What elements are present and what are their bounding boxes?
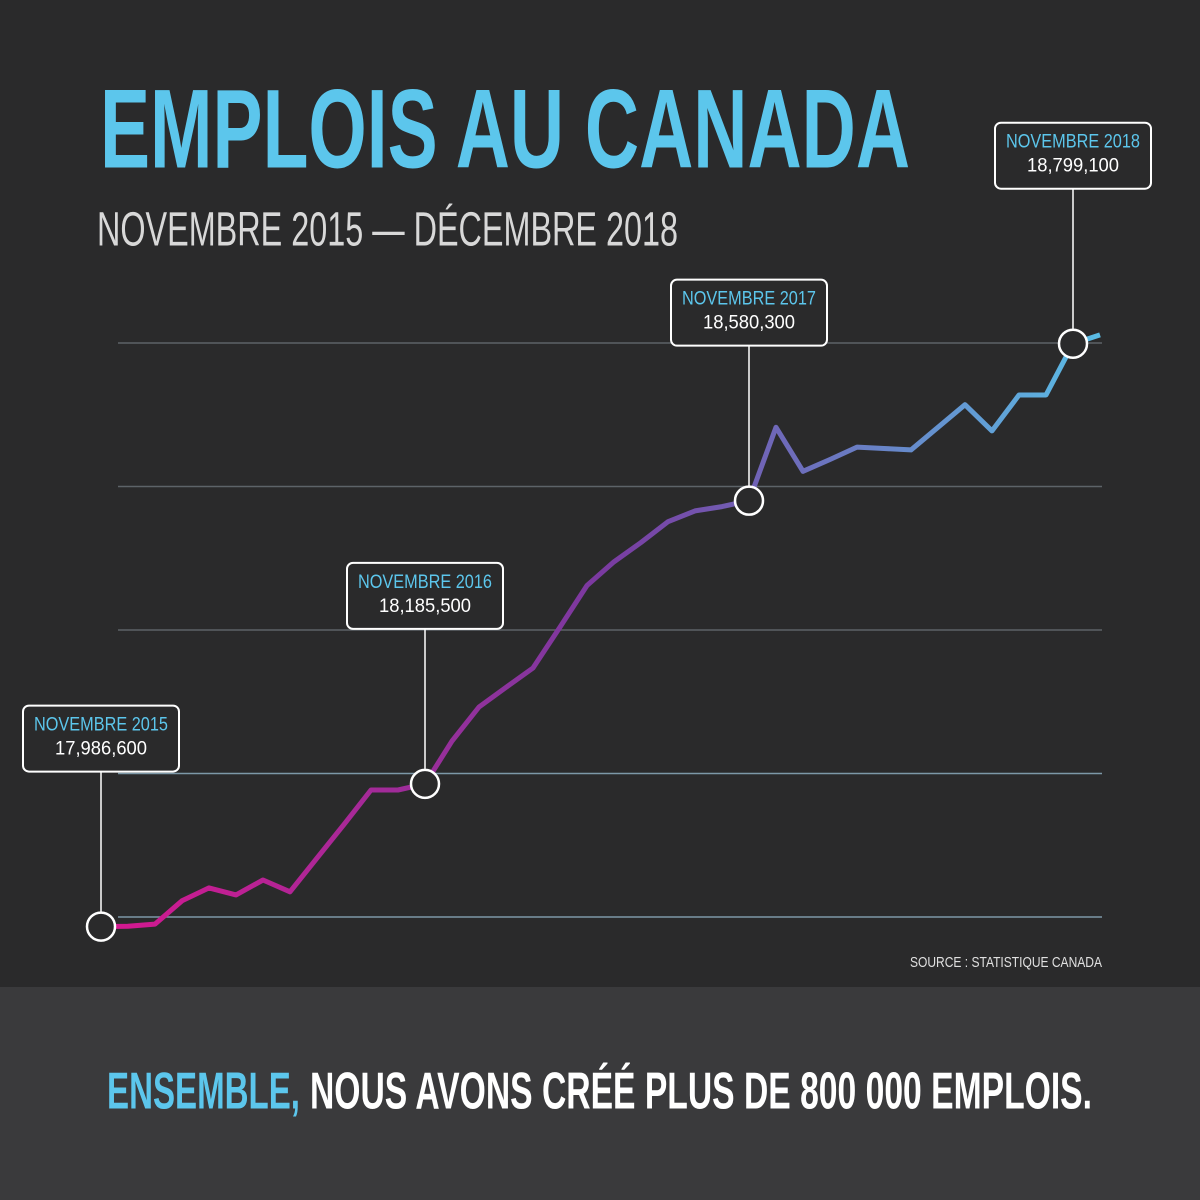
source: SOURCE : STATISTIQUE CANADA	[910, 954, 1102, 971]
callout-point	[1057, 328, 1089, 359]
footer-highlight: ENSEMBLE,	[107, 1063, 300, 1121]
callout-label: NOVEMBRE 2016	[358, 572, 492, 593]
footer-background	[0, 987, 1200, 1200]
footer-text: NOUS AVONS CRÉÉ PLUS DE 800 000 EMPLOIS.	[310, 1063, 1092, 1121]
callout-box	[22, 704, 180, 773]
callout-value: 17,986,600	[55, 739, 147, 760]
callout-value: 18,580,300	[703, 313, 795, 334]
callout-value: 18,799,100	[1027, 156, 1119, 177]
callout-point	[733, 485, 765, 516]
chart-subtitle: NOVEMBRE 2015 — DÉCEMBRE 2018	[97, 204, 678, 257]
callout-point	[409, 768, 441, 800]
chart-title: EMPLOIS AU CANADA	[100, 67, 910, 192]
callout-label: NOVEMBRE 2017	[682, 289, 816, 310]
data-line	[100, 332, 1101, 930]
callout-value: 18,185,500	[379, 596, 471, 617]
callout-box	[346, 561, 504, 630]
callout-label: NOVEMBRE 2015	[34, 715, 168, 736]
callout-label: NOVEMBRE 2018	[1006, 132, 1140, 153]
callout-point	[85, 911, 117, 942]
callout-box	[670, 278, 828, 347]
callout-box	[994, 121, 1152, 190]
